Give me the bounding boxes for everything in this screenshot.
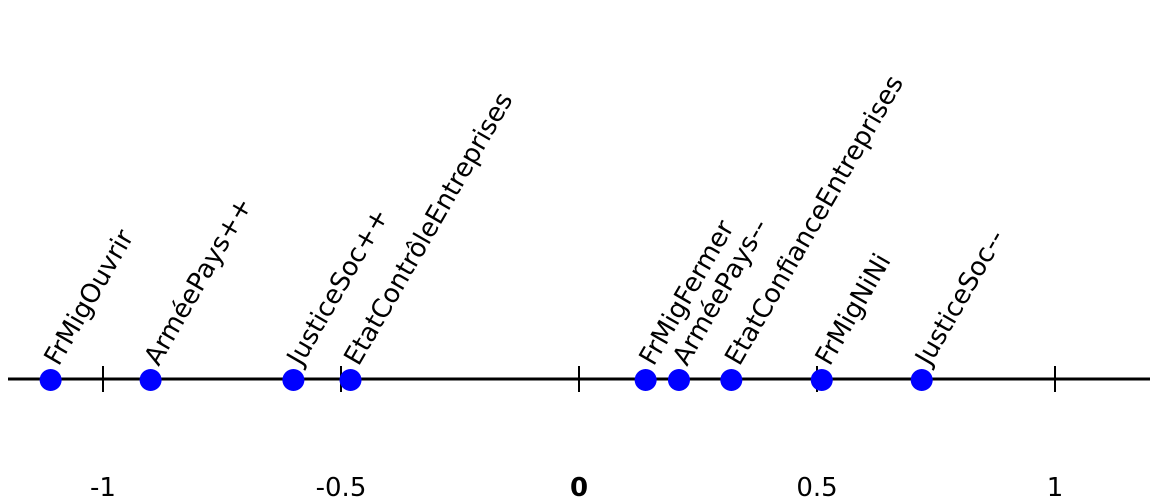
tick-label: -0.5 <box>316 473 367 500</box>
tick-label: 1 <box>1047 473 1064 500</box>
data-point <box>910 369 933 391</box>
tick-label: 0.5 <box>796 473 837 500</box>
data-point <box>810 369 833 391</box>
tick-label: 0 <box>570 473 588 500</box>
tick-label: -1 <box>90 473 116 500</box>
point-label: ArméePays++ <box>139 192 259 370</box>
data-point <box>282 369 305 391</box>
data-point <box>39 369 62 391</box>
point-label: FrMigOuvrir <box>39 225 141 371</box>
point-label: JusticeSoc-- <box>909 225 1011 372</box>
data-point <box>634 369 657 391</box>
data-point <box>139 369 162 391</box>
data-point <box>339 369 362 391</box>
data-point <box>720 369 743 391</box>
data-point <box>667 369 690 391</box>
point-label: FrMigNiNi <box>810 249 898 371</box>
